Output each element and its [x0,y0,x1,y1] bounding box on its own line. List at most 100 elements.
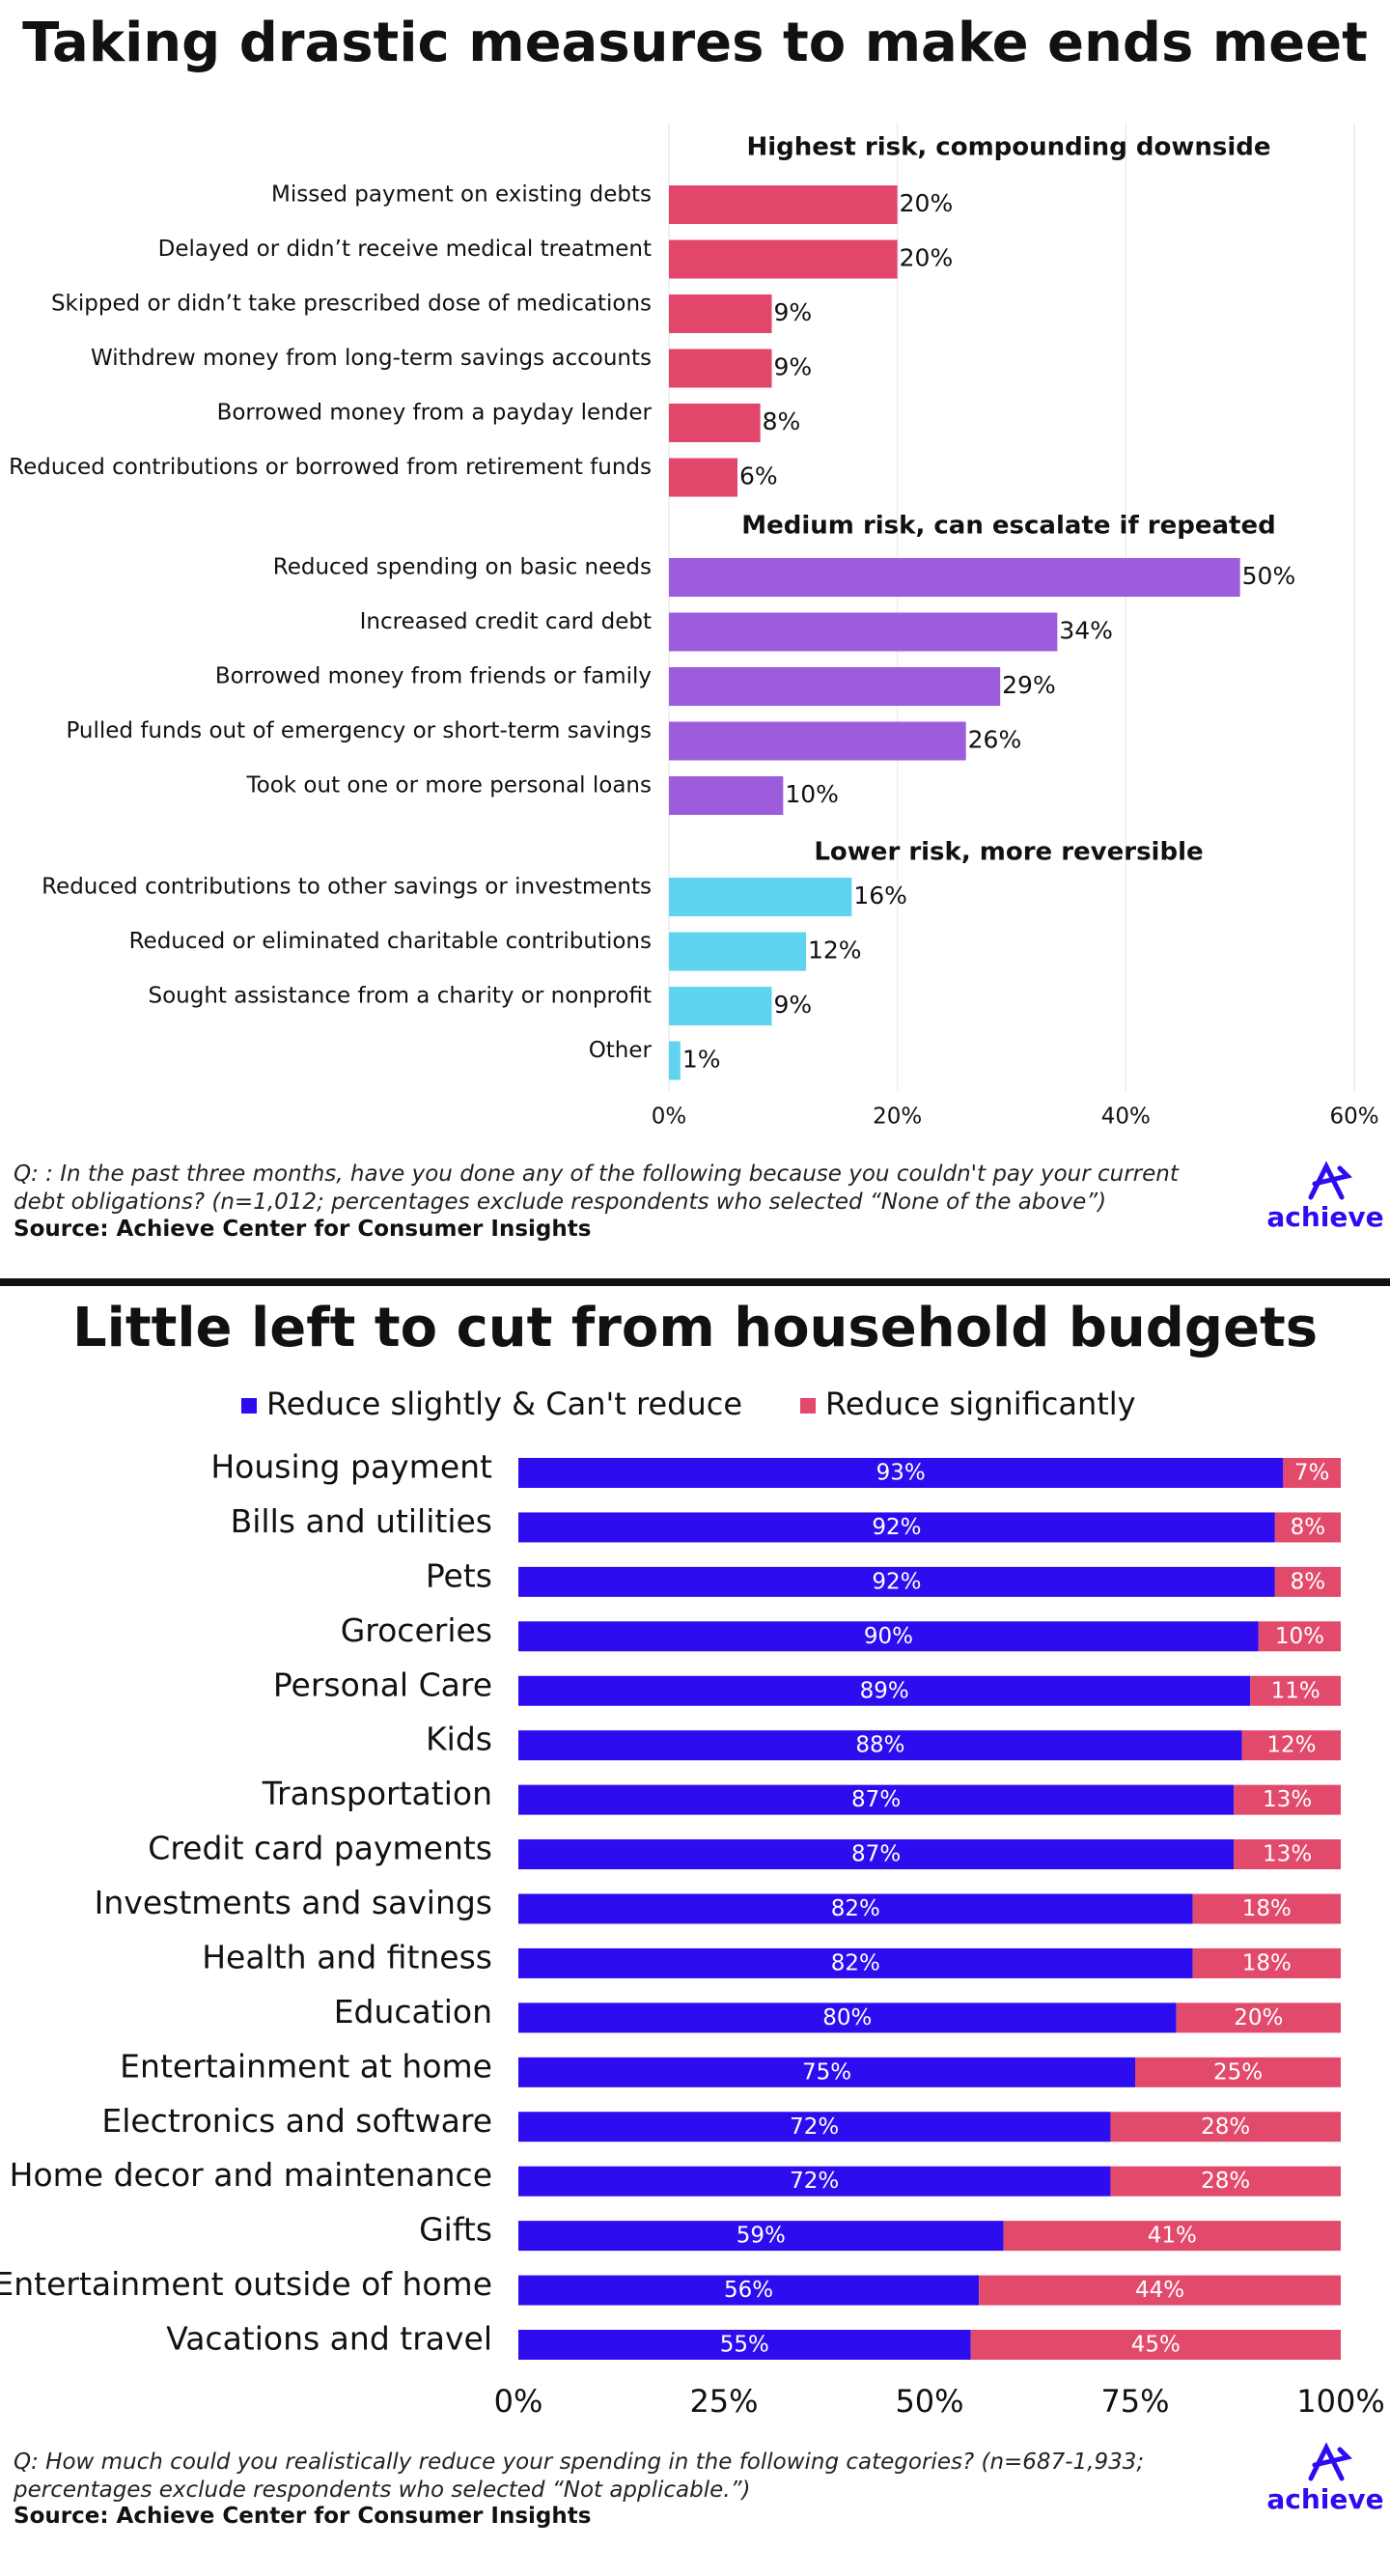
category-label: Credit card payments [148,1830,492,1867]
x-tick-label: 40% [1101,1105,1151,1130]
bar-segment [518,1947,1193,1978]
value-label: 44% [1135,2278,1184,2303]
value-label: 87% [851,1842,901,1867]
category-label: Electronics and software [101,2102,492,2140]
value-label: 25% [1213,2059,1263,2085]
bar-segment [1241,1730,1341,1761]
category-label: Health and fitness [202,1938,492,1975]
value-label: 56% [724,2278,773,2303]
category-label: Pulled funds out of emergency or short-t… [66,718,652,743]
bar-segment [518,1512,1275,1543]
bar-segment [518,2112,1111,2142]
category-label: Sought assistance from a charity or nonp… [148,984,652,1009]
category-label: Withdrew money from long-term savings ac… [91,346,652,371]
value-label: 9% [774,991,813,1019]
bar [669,612,1058,652]
category-label: Groceries [341,1611,492,1649]
value-label: 20% [900,189,954,217]
category-label: Borrowed money from a payday lender [217,401,653,426]
bar-segment [1176,2002,1341,2033]
value-label: 72% [790,2114,839,2140]
value-label: 28% [1201,2114,1250,2140]
value-label: 13% [1263,1842,1312,1867]
bar-segment [518,2002,1177,2033]
bar-segment [518,2166,1111,2197]
category-label: Increased credit card debt [360,609,652,634]
value-label: 75% [802,2059,851,2085]
category-label: Personal Care [273,1666,492,1703]
legend-swatch [241,1398,257,1414]
category-label: Kids [426,1721,492,1758]
value-label: 8% [1291,1569,1326,1594]
value-label: 89% [860,1678,909,1703]
bar-segment [518,2221,1004,2252]
value-label: 20% [900,244,954,272]
bar-segment [518,2275,980,2306]
bar [669,667,1001,706]
category-label: Pets [426,1556,492,1594]
bar-segment [1192,1893,1341,1924]
category-label: Reduced or eliminated charitable contrib… [129,929,652,954]
value-label: 26% [968,726,1022,754]
value-label: 18% [1242,1950,1292,1975]
bar-segment [1135,2057,1341,2087]
legend-label: Reduce slightly & Can't reduce [266,1386,742,1422]
category-label: Reduced spending on basic needs [273,555,652,580]
bar-segment [1274,1512,1341,1543]
category-label: Reduced contributions to other savings o… [42,875,652,900]
bar-segment [1274,1566,1341,1597]
category-label: Gifts [419,2211,492,2249]
value-label: 50% [1242,562,1296,590]
x-tick-label: 0% [652,1105,687,1130]
bar-segment [518,1675,1251,1706]
divider [0,1278,1390,1286]
group-title: Medium risk, can escalate if repeated [741,512,1275,541]
value-label: 28% [1201,2169,1250,2194]
value-label: 45% [1131,2333,1181,2358]
bar-segment [518,1784,1235,1815]
value-label: 10% [1275,1624,1324,1649]
value-label: 16% [853,882,907,910]
bar-segment [1283,1458,1341,1488]
value-label: 8% [1291,1515,1326,1540]
bar [669,349,772,388]
x-tick-label: 75% [1100,2383,1169,2420]
group-title: Highest risk, compounding downside [746,133,1270,162]
category-label: Home decor and maintenance [10,2156,492,2194]
bar [669,1041,681,1080]
value-label: 92% [872,1569,921,1594]
x-tick-label: 100% [1296,2383,1384,2420]
bar [669,878,852,916]
value-label: 18% [1242,1896,1292,1921]
bar-segment [1234,1784,1341,1815]
value-label: 34% [1059,617,1113,645]
bar-segment [1234,1839,1341,1870]
value-label: 10% [785,780,839,808]
value-label: 8% [763,407,801,435]
bar [669,987,772,1025]
value-label: 41% [1148,2224,1197,2249]
value-label: 12% [808,937,862,965]
bar [669,721,966,761]
category-label: Entertainment outside of home [0,2265,492,2303]
bar-segment [1110,2166,1341,2197]
legend-swatch [800,1398,817,1414]
value-label: 12% [1266,1733,1316,1758]
value-label: 11% [1271,1678,1320,1703]
logo: achieve [1266,1201,1383,1233]
bar-segment [1250,1675,1341,1706]
value-label: 93% [876,1461,926,1486]
category-label: Delayed or didn’t receive medical treatm… [158,237,652,262]
bar-segment [518,1730,1242,1761]
category-label: Missed payment on existing debts [271,182,652,208]
category-label: Entertainment at home [120,2047,492,2085]
x-tick-label: 0% [494,2383,543,2420]
value-label: 6% [739,462,778,490]
chart-title: Taking drastic measures to make ends mee… [22,12,1368,74]
value-label: 1% [682,1046,721,1074]
value-label: 9% [774,298,813,326]
value-label: 80% [822,2005,872,2030]
bar [669,932,806,971]
